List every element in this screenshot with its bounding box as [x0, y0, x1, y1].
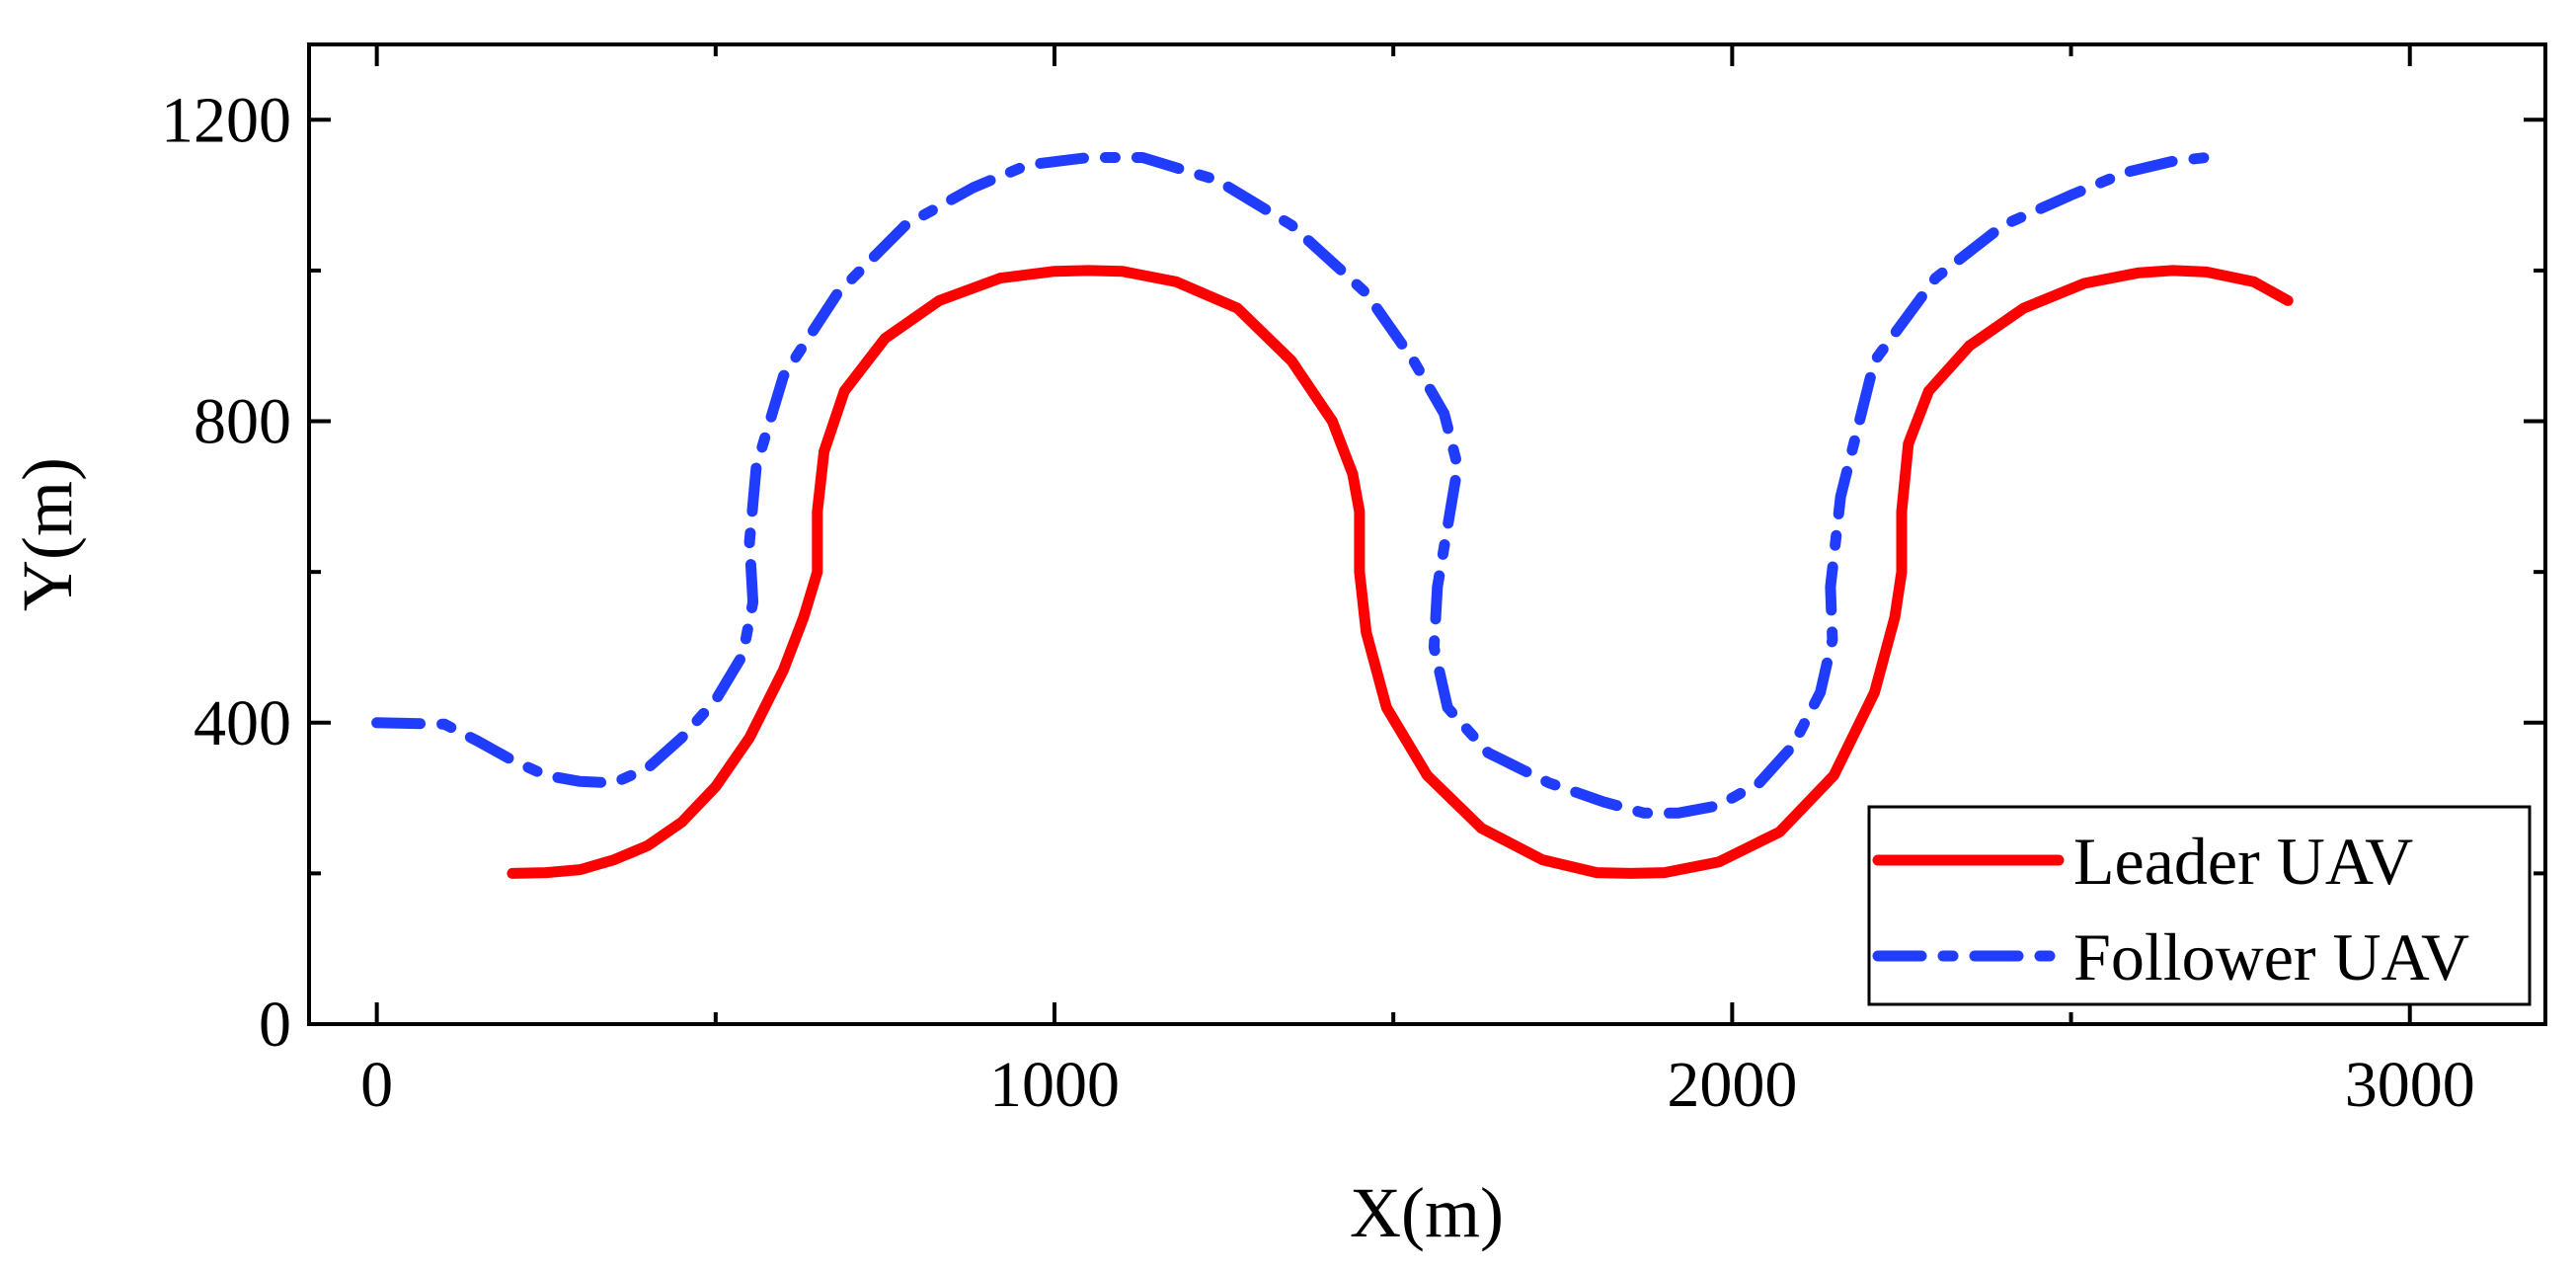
legend: Leader UAV Follower UAV: [1867, 805, 2532, 1006]
series-line-leader-uav: [507, 265, 2294, 879]
x-axis-title: X(m): [1350, 1173, 1504, 1252]
plot-frame: [307, 42, 2547, 1026]
y-tick-label: 0: [259, 989, 291, 1061]
series-line-follower-uav: [371, 152, 2213, 819]
series-layer: [371, 152, 2294, 879]
legend-label-follower-uav: Follower UAV: [2073, 919, 2469, 994]
y-tick-label: 800: [194, 386, 291, 458]
x-tick-label: 1000: [989, 1049, 1120, 1121]
tick-layer: 0 1000 2000 3000 0 400 800 1200: [161, 44, 2545, 1121]
legend-box: [1867, 805, 2532, 1006]
x-tick-label: 2000: [1667, 1049, 1797, 1121]
y-tick-label: 1200: [161, 84, 291, 156]
legend-label-leader-uav: Leader UAV: [2073, 824, 2413, 899]
x-tick-label: 3000: [2345, 1049, 2475, 1121]
x-tick-label: 0: [360, 1049, 393, 1121]
y-tick-label: 400: [194, 687, 291, 759]
y-axis-title: Y(m): [8, 457, 87, 611]
